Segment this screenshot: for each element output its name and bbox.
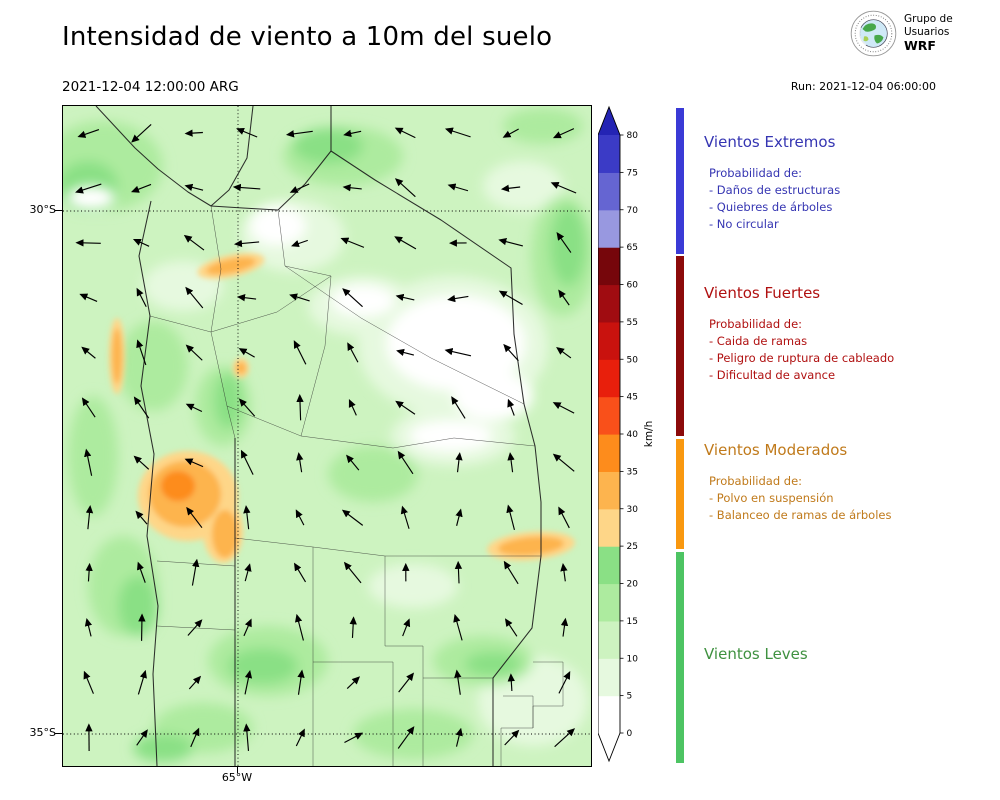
svg-text:55: 55 <box>627 318 638 328</box>
logo-line-3: WRF <box>904 38 936 53</box>
category-title: Vientos Fuertes <box>704 284 821 302</box>
legend-category-vientos-fuertes: Vientos Fuertes Probabilidad de: - Caida d… <box>704 284 996 384</box>
y-tickmark-30s <box>55 210 62 211</box>
svg-text:70: 70 <box>627 206 639 216</box>
svg-text:km/h: km/h <box>643 421 655 448</box>
category-probability-item: - Daños de estructuras <box>709 183 841 197</box>
category-probability-item: - Balanceo de ramas de árboles <box>709 508 892 522</box>
logo-line-1: Grupo de <box>904 13 953 25</box>
map-plot-area <box>62 105 592 767</box>
x-tickmark-65w <box>237 766 238 773</box>
category-title: Vientos Leves <box>704 645 808 663</box>
wind-vectors <box>75 124 577 751</box>
svg-text:50: 50 <box>627 355 639 365</box>
page-title: Intensidad de viento a 10m del suelo <box>62 22 553 52</box>
svg-text:20: 20 <box>627 580 639 590</box>
svg-text:75: 75 <box>627 168 638 178</box>
svg-text:15: 15 <box>627 617 638 627</box>
category-probability-label: Probabilidad de: <box>709 474 803 488</box>
category-bar-vientos-fuertes <box>676 256 684 436</box>
category-probability-item: - Quiebres de árboles <box>709 200 833 214</box>
svg-text:5: 5 <box>627 692 633 702</box>
svg-text:65: 65 <box>627 243 638 253</box>
svg-text:25: 25 <box>627 542 638 552</box>
category-title: Vientos Extremos <box>704 133 836 151</box>
category-probability-label: Probabilidad de: <box>709 317 803 331</box>
legend-category-vientos-moderados: Vientos Moderados Probabilidad de: - Polvo… <box>704 441 996 524</box>
svg-text:30: 30 <box>627 505 639 515</box>
svg-text:10: 10 <box>627 654 639 664</box>
globe-logo-icon <box>850 10 897 57</box>
model-run-label: Run: 2021-12-04 06:00:00 <box>790 80 936 93</box>
svg-text:40: 40 <box>627 430 639 440</box>
svg-text:60: 60 <box>627 281 639 291</box>
category-probability-item: - Peligro de ruptura de cableado <box>709 351 895 365</box>
y-axis-tick-30s: 30°S <box>29 203 56 216</box>
svg-text:35: 35 <box>627 467 638 477</box>
logo-line-2: Usuarios <box>904 26 950 38</box>
y-axis-tick-35s: 35°S <box>29 726 56 739</box>
x-axis-tick-65w: 65°W <box>221 771 253 784</box>
category-title: Vientos Moderados <box>704 441 848 459</box>
svg-text:45: 45 <box>627 393 638 403</box>
category-probability-item: - Caida de ramas <box>709 334 808 348</box>
category-color-bars <box>676 105 684 765</box>
valid-time-label: 2021-12-04 12:00:00 ARG <box>62 79 239 95</box>
category-bar-vientos-moderados <box>676 439 684 549</box>
colorbar: 0 5 10 15 20 25 30 35 40 45 50 55 60 65 70 75 80 km/h <box>598 105 655 763</box>
legend-category-vientos-extremos: Vientos Extremos Probabilidad de: - Daños … <box>704 133 996 233</box>
category-probability-item: - No circular <box>709 217 779 231</box>
logo-text: Grupo de Usuarios WRF <box>904 10 953 52</box>
category-probability-item: - Polvo en suspensión <box>709 491 834 505</box>
legend-category-vientos-leves: Vientos Leves <box>704 645 996 663</box>
svg-text:80: 80 <box>627 131 639 141</box>
svg-text:0: 0 <box>627 729 633 739</box>
category-bar-vientos-extremos <box>676 108 684 254</box>
category-bar-vientos-leves <box>676 552 684 763</box>
category-probability-label: Probabilidad de: <box>709 166 803 180</box>
wind-field-map <box>63 106 591 766</box>
wrf-users-group-logo: Grupo de Usuarios WRF <box>850 10 953 57</box>
category-probability-item: - Dificultad de avance <box>709 368 836 382</box>
wind-category-legend: Vientos Extremos Probabilidad de: - Daños … <box>704 105 996 765</box>
y-tickmark-35s <box>55 733 62 734</box>
